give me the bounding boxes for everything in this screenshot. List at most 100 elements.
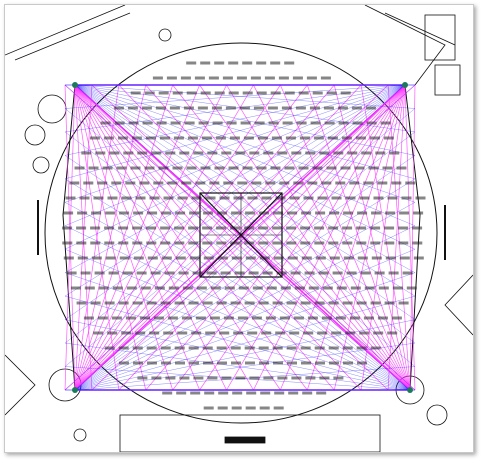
value-mark (109, 151, 120, 155)
value-mark (205, 331, 216, 335)
aiming-line (172, 84, 406, 391)
value-mark (174, 226, 185, 230)
value-mark (149, 196, 160, 200)
value-mark (258, 241, 269, 245)
value-mark (398, 301, 409, 305)
aiming-line (74, 84, 200, 391)
aiming-line (74, 84, 416, 156)
value-mark (342, 241, 353, 245)
value-mark (203, 211, 214, 215)
aiming-line (118, 84, 406, 391)
value-mark (203, 361, 213, 365)
value-mark (209, 181, 220, 185)
value-mark (340, 91, 351, 95)
value-mark (300, 241, 311, 245)
value-mark (161, 361, 171, 365)
value-mark (333, 151, 344, 155)
value-mark (371, 211, 382, 215)
value-mark (384, 241, 395, 245)
value-mark (211, 106, 222, 110)
value-mark (186, 91, 197, 95)
value-mark (217, 406, 228, 410)
value-mark (360, 271, 371, 275)
value-mark (102, 166, 113, 170)
value-mark (331, 331, 342, 335)
value-mark (245, 256, 256, 260)
value-mark (158, 91, 169, 95)
value-mark (318, 271, 329, 275)
value-mark (169, 106, 180, 110)
value-mark (305, 376, 316, 380)
value-mark (342, 346, 353, 350)
value-mark (63, 256, 74, 260)
aiming-lines-blue (64, 84, 416, 391)
aiming-line (145, 84, 406, 391)
value-mark (306, 76, 317, 80)
value-mark (259, 211, 270, 215)
value-mark (170, 121, 181, 125)
value-mark (273, 406, 284, 410)
value-mark (314, 346, 325, 350)
aiming-line (64, 84, 406, 180)
value-mark (70, 286, 81, 290)
value-mark (216, 241, 227, 245)
value-mark (188, 346, 199, 350)
value-mark (328, 346, 339, 350)
pole-bottom-right-icon (407, 387, 413, 393)
value-mark (349, 316, 360, 320)
value-mark (160, 241, 171, 245)
value-mark (151, 376, 162, 380)
value-mark (174, 241, 185, 245)
value-mark (168, 286, 179, 290)
value-mark (193, 151, 204, 155)
value-mark (202, 241, 213, 245)
value-mark (97, 181, 108, 185)
value-mark (335, 181, 346, 185)
value-mark (88, 166, 99, 170)
value-mark (190, 391, 201, 395)
value-mark (356, 346, 367, 350)
value-mark (232, 391, 243, 395)
value-mark (165, 151, 176, 155)
aiming-line (74, 84, 227, 391)
value-mark (286, 301, 297, 305)
value-mark (357, 256, 368, 260)
aiming-line (74, 84, 362, 391)
value-mark (265, 316, 276, 320)
value-mark (128, 121, 139, 125)
value-mark (326, 91, 337, 95)
value-mark (406, 286, 417, 290)
value-mark (242, 61, 253, 65)
value-mark (285, 136, 296, 140)
value-mark (218, 391, 229, 395)
pole-bottom-left-icon (72, 387, 78, 393)
value-mark (189, 361, 199, 365)
value-mark (130, 91, 141, 95)
value-mark (139, 181, 150, 185)
value-mark (261, 196, 272, 200)
value-mark (300, 226, 311, 230)
value-mark (142, 121, 153, 125)
value-mark (62, 241, 73, 245)
value-mark (95, 151, 106, 155)
value-mark (308, 286, 319, 290)
value-mark (207, 151, 218, 155)
value-mark (413, 211, 424, 215)
value-mark (174, 301, 185, 305)
value-mark (90, 226, 101, 230)
value-mark (357, 361, 367, 365)
value-mark (273, 211, 284, 215)
value-mark (326, 166, 337, 170)
value-mark (116, 166, 127, 170)
value-mark (373, 331, 384, 335)
value-mark (346, 271, 357, 275)
value-mark (233, 196, 244, 200)
aiming-line (64, 84, 406, 297)
value-mark (146, 346, 157, 350)
aiming-line (74, 84, 416, 391)
value-mark (242, 91, 253, 95)
value-mark (270, 91, 281, 95)
value-mark (111, 181, 122, 185)
aiming-line (360, 84, 411, 391)
value-mark (377, 181, 388, 185)
